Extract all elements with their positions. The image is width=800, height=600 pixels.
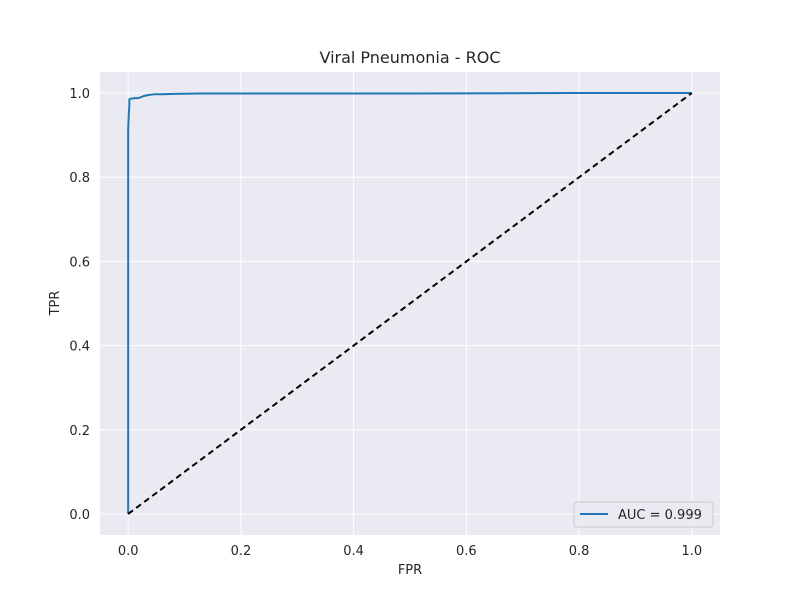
x-tick-label: 0.4 bbox=[343, 544, 364, 559]
chance-diagonal-line bbox=[127, 92, 693, 515]
y-tick-label: 0.0 bbox=[69, 508, 90, 523]
y-tick-label: 0.4 bbox=[69, 340, 90, 355]
series-layer bbox=[127, 92, 693, 515]
x-tick-label: 0.6 bbox=[456, 544, 477, 559]
y-axis-label: TPR bbox=[48, 291, 63, 317]
legend: AUC = 0.999 bbox=[573, 501, 714, 528]
y-tick-label: 0.6 bbox=[69, 255, 90, 270]
x-axis-label: FPR bbox=[398, 563, 422, 578]
roc-curve-line bbox=[127, 92, 692, 514]
x-tick-labels: 0.0 0.2 0.4 0.6 0.8 1.0 bbox=[118, 544, 702, 559]
gridlines bbox=[100, 72, 720, 535]
x-tick-label: 0.2 bbox=[231, 544, 252, 559]
x-tick-label: 1.0 bbox=[681, 544, 702, 559]
legend-box bbox=[573, 501, 714, 528]
y-tick-labels: 0.0 0.2 0.4 0.6 0.8 1.0 bbox=[69, 87, 90, 523]
legend-label: AUC = 0.999 bbox=[618, 508, 702, 523]
chart-title: Viral Pneumonia - ROC bbox=[319, 48, 500, 67]
y-tick-label: 0.2 bbox=[69, 424, 90, 439]
x-tick-label: 0.0 bbox=[118, 544, 139, 559]
y-tick-label: 1.0 bbox=[69, 87, 90, 102]
x-tick-label: 0.8 bbox=[569, 544, 590, 559]
y-tick-label: 0.8 bbox=[69, 171, 90, 186]
